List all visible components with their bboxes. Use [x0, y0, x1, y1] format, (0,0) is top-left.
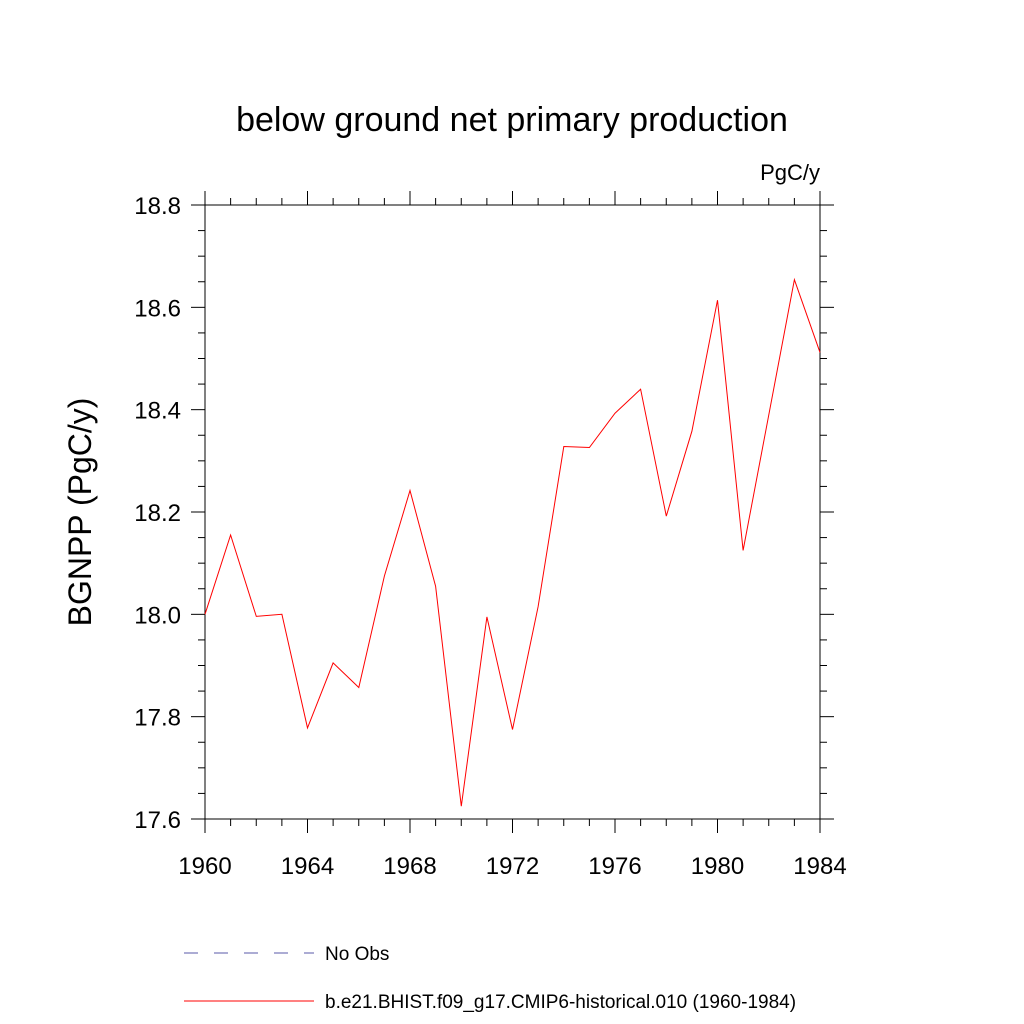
y-tick-label: 17.6 — [134, 807, 181, 834]
axis-tick-labels: 1960 1964 1968 1972 1976 1980 1984 17.6 17.8 18.0… — [134, 193, 846, 880]
legend-label: b.e21.BHIST.f09_g17.CMIP6-historical.010… — [325, 992, 796, 1013]
y-tick-label: 18.6 — [134, 295, 181, 322]
units-label: PgC/y — [760, 160, 820, 185]
legend: No Obs b.e21.BHIST.f09_g17.CMIP6-historic… — [184, 944, 796, 1013]
y-tick-label: 18.0 — [134, 602, 181, 629]
data-series — [204, 277, 821, 807]
y-tick-label: 18.4 — [134, 398, 181, 425]
y-tick-label: 18.2 — [134, 500, 181, 527]
axis-ticks — [191, 191, 834, 833]
legend-label: No Obs — [325, 944, 389, 965]
x-tick-label: 1972 — [486, 853, 539, 880]
y-axis-label: BGNPP (PgC/y) — [62, 398, 98, 627]
x-tick-label: 1980 — [691, 853, 744, 880]
plot-frame — [204, 204, 821, 820]
y-tick-label: 18.8 — [134, 193, 181, 220]
series-line — [204, 277, 821, 807]
x-tick-label: 1968 — [383, 853, 436, 880]
x-tick-label: 1984 — [793, 853, 846, 880]
axes — [204, 204, 821, 820]
x-tick-label: 1976 — [588, 853, 641, 880]
chart-title: below ground net primary production — [236, 101, 788, 139]
x-tick-label: 1960 — [178, 853, 231, 880]
y-tick-label: 17.8 — [134, 705, 181, 732]
x-tick-label: 1964 — [281, 853, 334, 880]
